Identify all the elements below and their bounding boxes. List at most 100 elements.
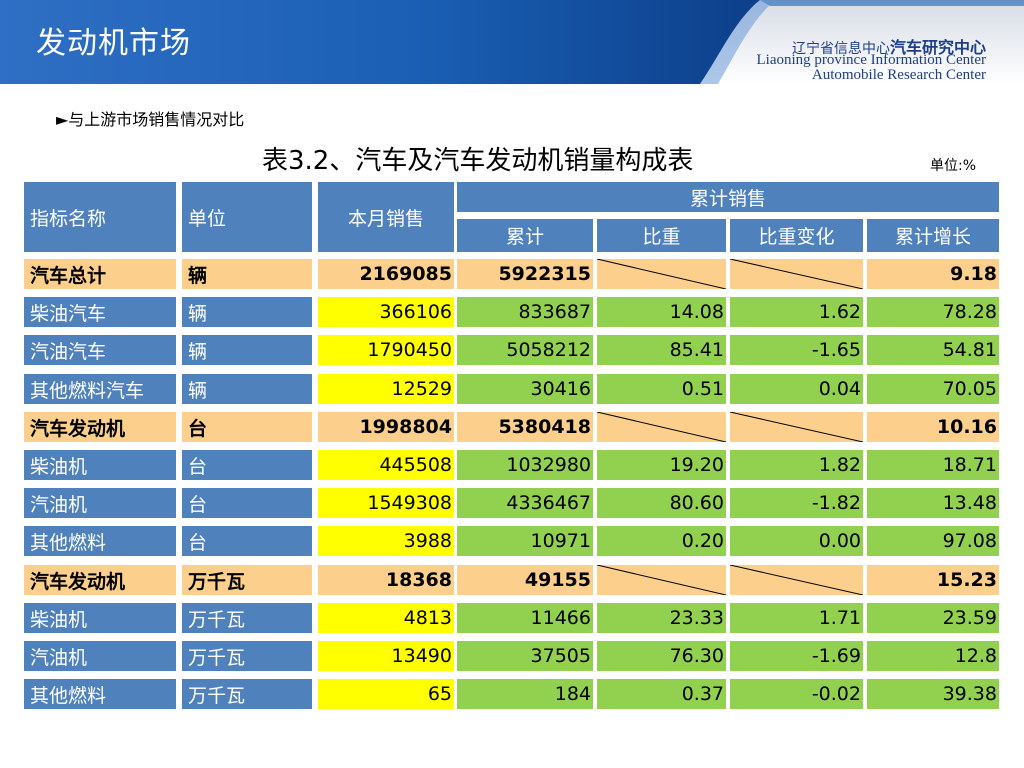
cell-share-change	[730, 565, 863, 595]
unit-label: 单位:%	[930, 158, 977, 174]
cell-unit: 台	[182, 488, 312, 518]
cell-share: 0.20	[597, 526, 726, 556]
cell-name: 汽油机	[24, 641, 176, 671]
logo-english-line2: Automobile Research Center	[811, 67, 986, 83]
cell-cumulative: 5922315	[457, 259, 593, 289]
cell-share: 19.20	[597, 450, 726, 480]
logo-cn-prefix: 辽宁省信息中心	[791, 41, 890, 57]
cell-cum-growth: 54.81	[867, 335, 999, 365]
cell-share: 80.60	[597, 488, 726, 518]
diagonal-slash	[597, 565, 726, 595]
page-title: 发动机市场	[36, 26, 191, 61]
header-cumulative: 累计	[457, 219, 593, 252]
cell-share-change: -1.69	[730, 641, 863, 671]
diagonal-slash	[597, 412, 726, 442]
cell-share-change: -1.82	[730, 488, 863, 518]
header-monthly: 本月销售	[318, 182, 454, 252]
cell-share-change: 1.82	[730, 450, 863, 480]
cell-cumulative: 5380418	[457, 412, 593, 442]
diagonal-slash	[597, 259, 726, 289]
cell-cum-growth: 23.59	[867, 603, 999, 633]
cell-monthly: 1549308	[318, 488, 454, 518]
cell-monthly: 366106	[318, 297, 454, 327]
cell-share: 0.37	[597, 679, 726, 709]
cell-share	[597, 412, 726, 442]
cell-unit: 万千瓦	[182, 679, 312, 709]
cell-cum-growth: 15.23	[867, 565, 999, 595]
cell-cum-growth: 9.18	[867, 259, 999, 289]
cell-cumulative: 184	[457, 679, 593, 709]
cell-monthly: 445508	[318, 450, 454, 480]
cell-share: 0.51	[597, 374, 726, 404]
cell-unit: 辆	[182, 259, 312, 289]
cell-name: 柴油机	[24, 450, 176, 480]
cell-unit: 万千瓦	[182, 565, 312, 595]
cell-cumulative: 49155	[457, 565, 593, 595]
title-banner: 发动机市场 辽宁省信息中心汽车研究中心 Liaoning province In…	[0, 0, 1024, 84]
cell-unit: 辆	[182, 297, 312, 327]
cell-name: 柴油汽车	[24, 297, 176, 327]
cell-share: 85.41	[597, 335, 726, 365]
cell-cumulative: 37505	[457, 641, 593, 671]
header-unit: 单位	[182, 182, 312, 252]
header-cum-growth: 累计增长	[867, 219, 999, 252]
diagonal-slash	[730, 412, 863, 442]
cell-name: 汽车发动机	[24, 565, 176, 595]
cell-monthly: 12529	[318, 374, 454, 404]
cell-unit: 辆	[182, 335, 312, 365]
banner-graphic	[0, 0, 1024, 84]
cell-cumulative: 1032980	[457, 450, 593, 480]
cell-monthly: 65	[318, 679, 454, 709]
cell-cumulative: 5058212	[457, 335, 593, 365]
cell-unit: 台	[182, 412, 312, 442]
cell-name: 汽油汽车	[24, 335, 176, 365]
table-title: 表3.2、汽车及汽车发动机销量构成表	[262, 146, 694, 176]
cell-share-change: 0.04	[730, 374, 863, 404]
cell-unit: 台	[182, 526, 312, 556]
cell-name: 汽车总计	[24, 259, 176, 289]
cell-share	[597, 565, 726, 595]
cell-share-change: -1.65	[730, 335, 863, 365]
cell-cum-growth: 78.28	[867, 297, 999, 327]
cell-cum-growth: 12.8	[867, 641, 999, 671]
section-label: ►与上游市场销售情况对比	[56, 110, 245, 129]
logo-english-line1: Liaoning province Information Center	[756, 52, 986, 68]
cell-name: 柴油机	[24, 603, 176, 633]
cell-monthly: 18368	[318, 565, 454, 595]
cell-share	[597, 259, 726, 289]
cell-cum-growth: 97.08	[867, 526, 999, 556]
cell-unit: 台	[182, 450, 312, 480]
cell-cumulative: 4336467	[457, 488, 593, 518]
diagonal-slash	[730, 259, 863, 289]
cell-share-change: 1.62	[730, 297, 863, 327]
cell-cumulative: 10971	[457, 526, 593, 556]
cell-cum-growth: 70.05	[867, 374, 999, 404]
cell-cumulative: 833687	[457, 297, 593, 327]
cell-share: 23.33	[597, 603, 726, 633]
cell-cumulative: 11466	[457, 603, 593, 633]
cell-unit: 辆	[182, 374, 312, 404]
cell-name: 其他燃料	[24, 526, 176, 556]
cell-share-change	[730, 412, 863, 442]
cell-cum-growth: 39.38	[867, 679, 999, 709]
cell-cum-growth: 10.16	[867, 412, 999, 442]
cell-share-change: 1.71	[730, 603, 863, 633]
cell-share-change: -0.02	[730, 679, 863, 709]
cell-cum-growth: 13.48	[867, 488, 999, 518]
cell-monthly: 2169085	[318, 259, 454, 289]
cell-name: 其他燃料	[24, 679, 176, 709]
cell-share: 76.30	[597, 641, 726, 671]
header-cumulative-group: 累计销售	[457, 182, 999, 212]
cell-name: 汽车发动机	[24, 412, 176, 442]
cell-share-change	[730, 259, 863, 289]
header-share-change: 比重变化	[730, 219, 863, 252]
cell-cumulative: 30416	[457, 374, 593, 404]
cell-share-change: 0.00	[730, 526, 863, 556]
cell-unit: 万千瓦	[182, 641, 312, 671]
header-share: 比重	[597, 219, 726, 252]
cell-monthly: 4813	[318, 603, 454, 633]
header-name: 指标名称	[24, 182, 176, 252]
cell-monthly: 1790450	[318, 335, 454, 365]
cell-monthly: 3988	[318, 526, 454, 556]
cell-share: 14.08	[597, 297, 726, 327]
